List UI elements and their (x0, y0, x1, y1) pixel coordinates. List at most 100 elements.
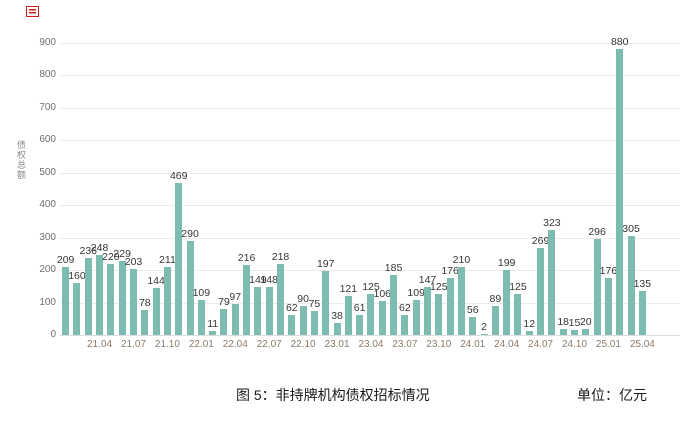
bar-24.06 (525, 331, 533, 335)
bar-24.11 (582, 328, 590, 335)
bar-value-label: 106 (373, 287, 392, 300)
bar-value-label: 469 (169, 169, 188, 182)
gridline (60, 107, 680, 109)
bar-21.06 (118, 260, 126, 335)
bar-22.12 (322, 271, 330, 335)
x-axis-tick-label: 22.10 (290, 339, 316, 350)
bar-21.10 (163, 266, 171, 335)
x-axis-tick-label: 25.04 (629, 339, 655, 350)
bar-22.01 (197, 299, 205, 335)
bar-22.08 (277, 264, 284, 335)
bar-value-label: 210 (452, 253, 471, 266)
bar-21.09 (152, 288, 160, 335)
bar-23.07 (401, 314, 409, 335)
bar-value-label: 209 (56, 254, 75, 267)
bar-21.02 (73, 283, 81, 335)
bar-25.02 (616, 49, 624, 335)
bar-value-label: 248 (90, 241, 109, 254)
x-axis-tick-label: 24.10 (561, 339, 588, 350)
bar-value-label: 144 (147, 275, 165, 288)
bar-value-label: 20 (579, 315, 592, 328)
x-axis-tick-label: 24.04 (494, 339, 520, 350)
bar-value-label: 125 (362, 281, 380, 294)
bar-24.12 (593, 238, 601, 335)
bars-layer: 209 160 236 248 21.04 220 229 203 21.07 78 144 211 2… (56, 30, 655, 350)
bar-21.03 (84, 258, 92, 335)
bar-value-label: 18 (557, 316, 570, 329)
bar-24.01 (469, 316, 477, 335)
bar-value-label: 12 (523, 318, 536, 331)
bar-value-label: 305 (622, 223, 640, 236)
bar-22.10 (299, 305, 307, 335)
bar-23.11 (446, 277, 454, 335)
bar-value-label: 220 (102, 250, 120, 263)
bar-21.08 (141, 309, 149, 335)
bar-value-label: 11 (207, 318, 219, 331)
y-axis-tick-label: 600 (39, 134, 56, 146)
bar-23.12 (457, 266, 465, 335)
bar-value-label: 216 (237, 251, 256, 264)
figure-caption: 图 5：非持牌机构债权招标情况 (236, 387, 430, 403)
bar-22.03 (220, 309, 228, 335)
y-axis-tick-label: 0 (50, 329, 56, 340)
bar-value-label: 89 (489, 293, 502, 306)
gridline (60, 42, 680, 44)
bar-24.02 (480, 334, 488, 335)
bar-value-label: 75 (308, 297, 321, 310)
bar-value-label: 109 (407, 286, 425, 299)
bar-25.04 (638, 291, 646, 335)
gridline (60, 140, 680, 142)
gridline (60, 205, 680, 207)
gridline (60, 270, 680, 272)
bar-value-label: 236 (79, 245, 98, 258)
unit-label: 单位：亿元 (577, 387, 647, 403)
bar-22.09 (288, 314, 296, 335)
bar-value-label: 218 (271, 251, 290, 264)
bar-value-label: 296 (588, 225, 606, 238)
bar-24.03 (491, 306, 499, 335)
x-axis-tick-label: 22.07 (256, 339, 282, 350)
bar-value-label: 121 (339, 282, 358, 295)
bar-value-label: 197 (316, 258, 335, 271)
bar-23.01 (333, 322, 341, 335)
y-axis-tick-label: 500 (39, 166, 56, 178)
bar-22.02 (209, 331, 217, 335)
bar-22.06 (254, 286, 262, 335)
bar-value-label: 185 (384, 261, 403, 274)
bar-value-label: 135 (633, 278, 652, 291)
bar-value-label: 229 (113, 247, 131, 260)
bar-23.03 (356, 315, 364, 335)
bar-value-label: 109 (192, 286, 211, 299)
bar-24.09 (559, 329, 567, 335)
bar-value-label: 880 (610, 36, 629, 49)
y-axis-tick-label: 800 (39, 69, 56, 81)
x-axis-tick-label: 22.04 (222, 339, 248, 350)
bar-24.05 (514, 294, 522, 335)
red-stamp-icon (26, 6, 39, 17)
bar-value-label: 15 (568, 317, 581, 330)
bar-23.02 (344, 295, 352, 335)
bar-24.08 (548, 230, 556, 335)
bar-21.07 (130, 269, 137, 335)
x-axis-tick-label: 23.01 (324, 339, 350, 350)
bar-24.07 (537, 247, 545, 335)
bar-21.11 (175, 182, 183, 335)
bar-21.05 (107, 263, 115, 335)
x-axis-tick-label: 23.07 (392, 339, 418, 350)
y-axis-tick-label: 700 (39, 101, 56, 113)
bar-value-label: 149 (249, 273, 267, 286)
y-axis-tick-label: 400 (39, 199, 56, 211)
bar-21.01 (62, 267, 70, 335)
bar-value-label: 176 (441, 264, 459, 277)
y-axis-tick-label: 300 (39, 231, 56, 243)
bar-value-label: 199 (497, 257, 516, 270)
bar-value-label: 160 (68, 270, 86, 283)
x-axis-tick-label: 24.01 (460, 339, 486, 350)
bar-21.04 (96, 254, 104, 335)
bar-value-label: 125 (509, 281, 527, 294)
bar-23.04 (367, 294, 375, 335)
x-axis-tick-label: 23.10 (426, 339, 452, 350)
x-axis-tick-label: 24.07 (528, 339, 554, 350)
bar-value-label: 176 (599, 264, 618, 277)
